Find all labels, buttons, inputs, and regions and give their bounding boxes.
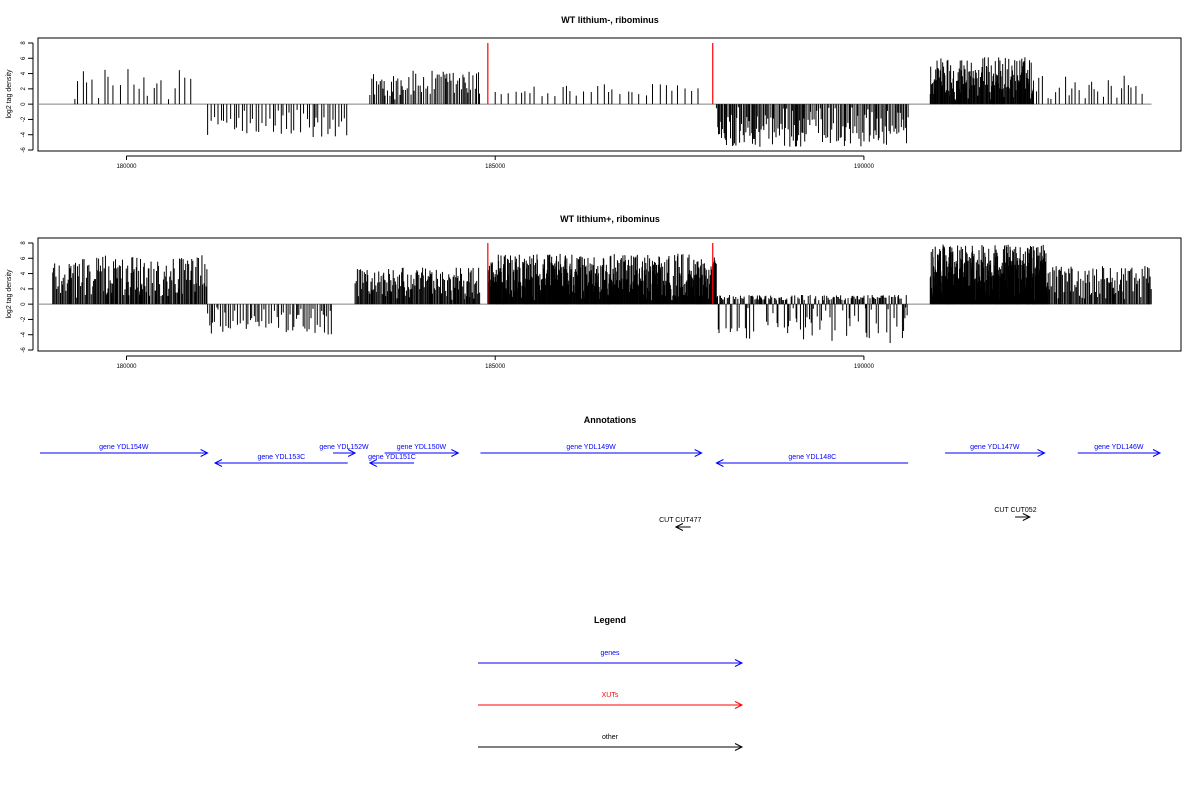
feature-arrow-head <box>213 459 223 467</box>
x-tick-label: 185000 <box>485 164 506 170</box>
x-tick-label: 185000 <box>485 364 506 370</box>
y-tick-label: 2 <box>21 287 27 291</box>
feature-gene-ydl152w: gene YDL152W <box>319 444 369 457</box>
x-axis: 180000 185000 190000 <box>116 155 875 170</box>
legend-items: genes XUTs other <box>478 650 744 751</box>
feature-label: CUT CUT477 <box>659 517 701 524</box>
track-wt-lithium-minus: WT lithium-, ribominus -6 -4 -2 0 2 4 6 8 18000… <box>6 15 1182 170</box>
feature-label: gene YDL152W <box>319 444 369 451</box>
legend-panel: Legend genes XUTs other <box>478 615 744 751</box>
feature-label: gene YDL148C <box>788 454 836 461</box>
feature-arrow-head <box>1022 513 1031 521</box>
feature-label: gene YDL147W <box>970 444 1020 451</box>
feature-gene-ydl148c: gene YDL148C <box>715 454 909 467</box>
legend-arrow-head <box>734 701 744 709</box>
feature-gene-ydl151c: gene YDL151C <box>368 454 416 467</box>
y-tick-label: 4 <box>21 71 27 75</box>
y-tick-label: 2 <box>21 87 27 91</box>
legend-label: other <box>602 734 619 741</box>
feature-gene-ydl146w: gene YDL146W <box>1077 444 1162 457</box>
y-tick-label: -2 <box>21 316 27 322</box>
feature-label: CUT CUT052 <box>994 507 1036 514</box>
feature-arrow-head <box>674 523 684 531</box>
y-tick-label: -2 <box>21 116 27 122</box>
legend-arrow-head <box>734 743 744 751</box>
feature-label: gene YDL146W <box>1094 444 1144 451</box>
y-tick-label: -4 <box>21 131 27 137</box>
feature-list: gene YDL154W gene YDL153C gene YDL152W gene… <box>40 444 1162 531</box>
feature-label: gene YDL154W <box>99 444 149 451</box>
track-wt-lithium-plus: WT lithium+, ribominus -6 -4 -2 0 2 4 6 8 18000… <box>6 214 1182 370</box>
y-tick-label: -6 <box>21 147 27 153</box>
feature-arrow-head <box>200 449 209 457</box>
feature-cut-cut052: CUT CUT052 <box>994 507 1037 521</box>
feature-arrow-head <box>1037 449 1046 457</box>
feature-label: gene YDL151C <box>368 454 416 461</box>
plot-frame <box>37 237 1182 352</box>
legend-arrow-head <box>734 659 744 667</box>
legend-label: genes <box>600 650 620 657</box>
legend-item-xuts: XUTs <box>478 692 744 709</box>
y-axis: -6 -4 -2 0 2 4 6 8 <box>21 41 34 153</box>
y-tick-label: 8 <box>21 41 27 45</box>
feature-gene-ydl147w: gene YDL147W <box>945 444 1046 457</box>
x-tick-label: 180000 <box>116 364 137 370</box>
feature-arrow-head <box>347 449 357 457</box>
track-title: WT lithium+, ribominus <box>560 214 660 224</box>
feature-arrow-head <box>1152 449 1162 457</box>
legend-item-genes: genes <box>478 650 744 667</box>
signal-bars <box>38 243 1152 344</box>
feature-arrow-head <box>694 449 703 457</box>
y-tick-label: 0 <box>21 102 27 106</box>
feature-cut-cut477: CUT CUT477 <box>659 517 701 531</box>
y-tick-label: 0 <box>21 302 27 306</box>
feature-arrow-head <box>715 459 724 467</box>
legend-item-other: other <box>478 734 744 751</box>
feature-label: gene YDL149W <box>566 444 616 451</box>
feature-arrow-head <box>451 449 460 457</box>
y-tick-label: -4 <box>21 331 27 337</box>
annotations-title: Annotations <box>584 415 637 425</box>
feature-label: gene YDL153C <box>257 454 305 461</box>
plot-frame <box>37 37 1182 152</box>
y-tick-label: 4 <box>21 271 27 275</box>
track-title: WT lithium-, ribominus <box>561 15 659 25</box>
feature-arrow-head <box>368 459 378 467</box>
x-tick-label: 180000 <box>116 164 137 170</box>
x-tick-label: 190000 <box>854 364 875 370</box>
legend-title: Legend <box>594 615 626 625</box>
feature-gene-ydl153c: gene YDL153C <box>213 454 348 467</box>
y-axis-label: log2 tag density <box>6 269 13 319</box>
y-tick-label: 6 <box>21 256 27 260</box>
signal-bars <box>38 43 1152 147</box>
y-axis: -6 -4 -2 0 2 4 6 8 <box>21 241 34 353</box>
feature-gene-ydl149w: gene YDL149W <box>480 444 703 457</box>
y-tick-label: 6 <box>21 56 27 60</box>
feature-gene-ydl154w: gene YDL154W <box>40 444 209 457</box>
legend-label: XUTs <box>602 692 619 699</box>
feature-label: gene YDL150W <box>397 444 447 451</box>
x-axis: 180000 185000 190000 <box>116 355 875 370</box>
x-tick-label: 190000 <box>854 164 875 170</box>
y-tick-label: -6 <box>21 347 27 353</box>
feature-gene-ydl150w: gene YDL150W <box>384 444 460 457</box>
y-axis-label: log2 tag density <box>6 69 13 119</box>
y-tick-label: 8 <box>21 241 27 245</box>
